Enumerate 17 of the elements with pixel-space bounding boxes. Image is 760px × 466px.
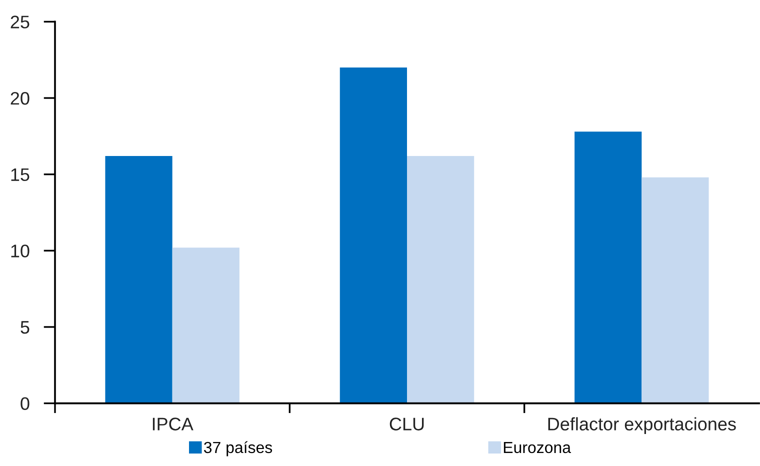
bar xyxy=(407,156,474,404)
bar xyxy=(574,132,642,404)
x-tick-label: Deflactor exportaciones xyxy=(548,417,736,434)
legend-label: Eurozona xyxy=(504,442,572,454)
y-tick-label: 15 xyxy=(11,168,30,182)
y-tick-label: 20 xyxy=(10,92,30,105)
y-tick-label: 5 xyxy=(20,321,30,334)
bar xyxy=(340,67,407,404)
y-tick-label: 0 xyxy=(20,397,30,410)
legend-label: 37 países xyxy=(204,441,272,456)
x-tick-label: CLU xyxy=(390,418,424,430)
y-tick-label: 10 xyxy=(11,244,30,258)
bar xyxy=(642,177,709,404)
x-tick-label: IPCA xyxy=(152,418,194,430)
bar xyxy=(105,156,172,404)
bar xyxy=(172,248,240,404)
y-tick-label: 25 xyxy=(10,16,30,28)
